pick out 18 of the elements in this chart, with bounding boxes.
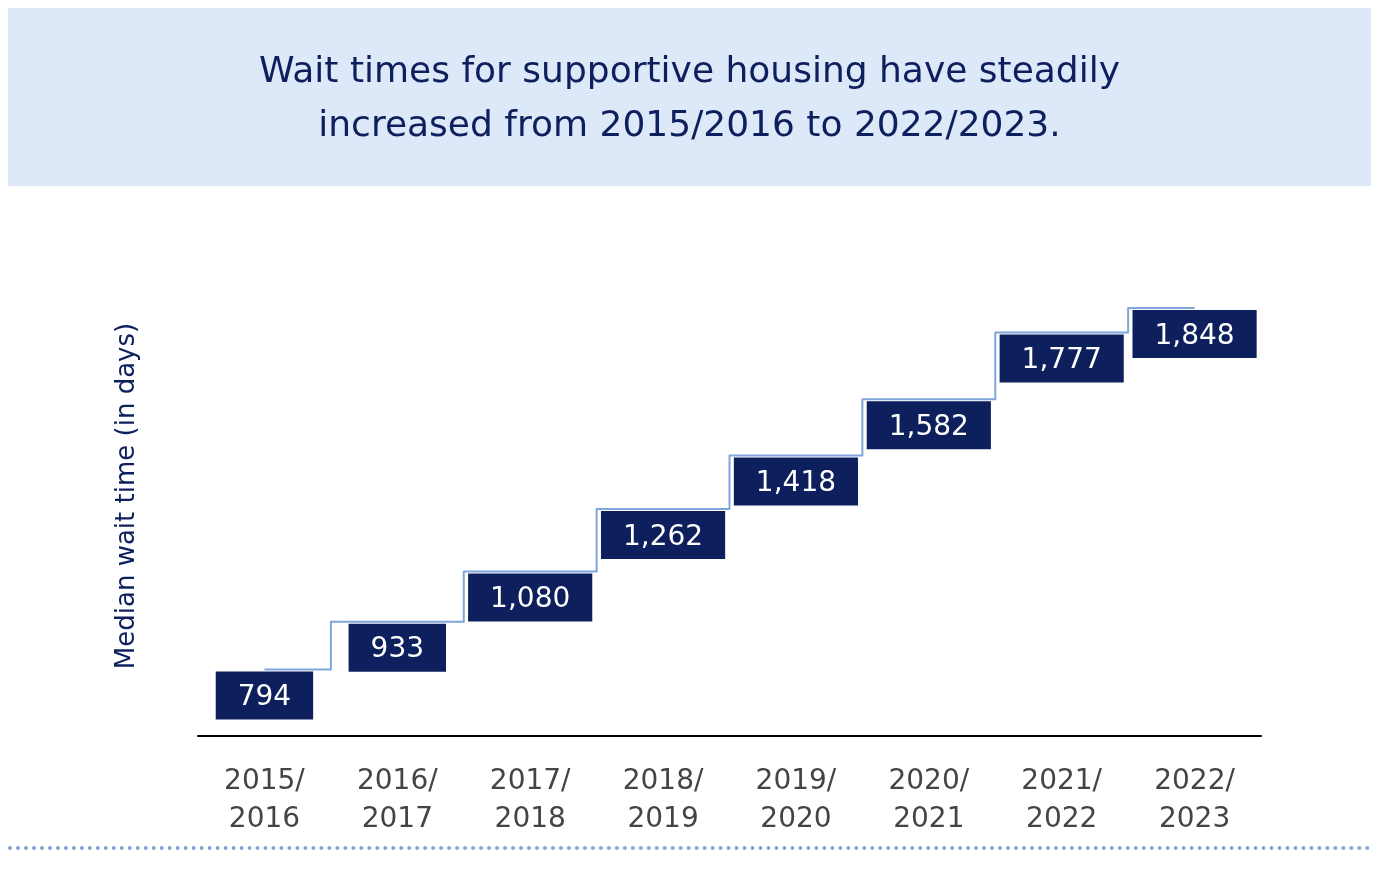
data-label: 1,848 xyxy=(1154,317,1235,351)
data-label: 1,582 xyxy=(888,408,969,442)
x-tick-label: 2016/2017 xyxy=(356,762,439,834)
data-label: 933 xyxy=(370,631,425,665)
data-label: 1,262 xyxy=(622,518,704,552)
x-tick-label: 2017/2018 xyxy=(489,762,572,834)
x-tick-label: 2018/2019 xyxy=(622,762,704,834)
data-label: 794 xyxy=(237,678,292,712)
x-tick-label: 2021/2022 xyxy=(1021,762,1103,834)
x-tick-label: 2022/2023 xyxy=(1154,762,1236,834)
data-label: 1,080 xyxy=(490,580,571,614)
y-axis-title: Median wait time (in days) xyxy=(110,322,140,670)
x-tick-label: 2020/2021 xyxy=(888,762,970,834)
data-label: 1,418 xyxy=(755,465,837,499)
data-label: 1,777 xyxy=(1021,341,1102,375)
x-tick-label: 2015/2016 xyxy=(224,762,306,834)
chart-title: Wait times for supportive housing have steadily increased from 2015/2016 to 2022/2023. xyxy=(257,48,1121,146)
x-tick-label: 2019/2020 xyxy=(755,762,837,834)
